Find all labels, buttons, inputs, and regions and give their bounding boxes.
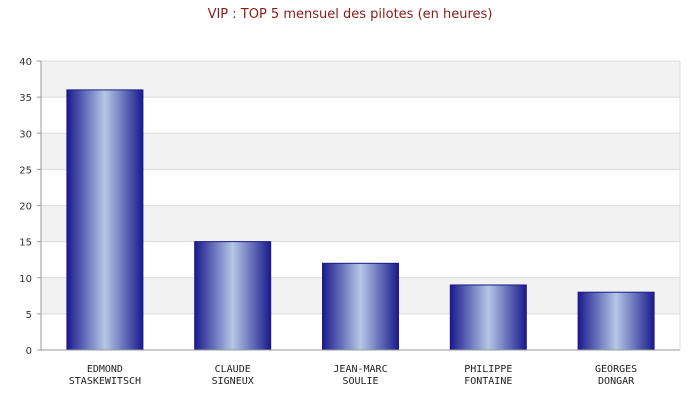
grid-band [41,97,680,134]
chart-title: VIP : TOP 5 mensuel des pilotes (en heur… [208,7,493,22]
y-tick-label: 10 [19,274,32,285]
x-category-label-line: CLAUDE [215,364,251,375]
background-bands [41,61,680,350]
x-category-label: PHILIPPE FONTAINE [464,364,512,387]
y-axis-ticks: 0 5 10 15 20 25 30 35 40 [19,57,41,357]
y-tick-label: 35 [19,93,32,104]
x-category-label: JEAN-MARC SOULIE [333,364,387,387]
y-tick-label: 25 [19,165,32,176]
x-category-label-line: STASKEWITSCH [69,376,141,387]
bar [194,241,272,351]
bars [66,89,655,351]
x-category-label-line: PHILIPPE [464,364,512,375]
x-category-label: GEORGES DONGAR [595,364,637,387]
bar [577,291,655,351]
y-tick-label: 0 [26,346,32,357]
x-category-label: CLAUDE SIGNEUX [212,364,254,387]
bar [449,284,527,351]
y-tick-label: 40 [19,57,32,68]
x-category-label-line: DONGAR [598,376,635,387]
x-category-label-line: SIGNEUX [212,376,254,387]
x-category-label-line: EDMOND [87,364,123,375]
bar [66,89,144,351]
y-tick-label: 20 [19,202,32,213]
y-tick-label: 5 [26,310,32,321]
y-tick-label: 30 [19,129,32,140]
x-category-label-line: FONTAINE [464,376,512,387]
x-axis-labels: EDMOND STASKEWITSCH CLAUDE SIGNEUX JEAN-MARC… [69,364,637,387]
grid-band [41,61,680,98]
x-category-label-line: GEORGES [595,364,637,375]
grid-band [41,169,680,206]
x-category-label-line: JEAN-MARC [333,364,387,375]
x-category-label-line: SOULIE [342,376,378,387]
grid-band [41,205,680,242]
grid-band [41,133,680,170]
bar [322,262,399,351]
x-category-label: EDMOND STASKEWITSCH [69,364,141,387]
y-tick-label: 15 [19,238,32,249]
